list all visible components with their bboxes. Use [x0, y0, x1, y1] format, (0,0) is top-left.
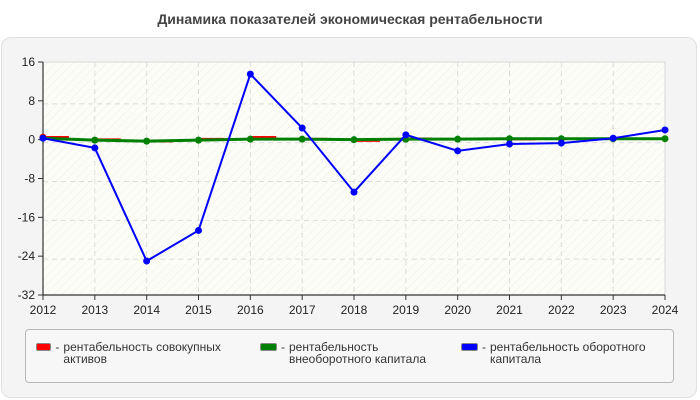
x-tick-label: 2018: [341, 303, 368, 317]
legend-item-noncurrent-capital: - рентабельность внеоборотного капитала: [260, 341, 440, 365]
x-tick-label: 2024: [652, 303, 679, 317]
y-tick-label: 16: [22, 55, 36, 69]
x-tick-label: 2017: [289, 303, 316, 317]
legend-label: рентабельность совокупных активов: [63, 340, 221, 366]
x-tick-label: 2016: [237, 303, 264, 317]
y-tick-label: -32: [18, 288, 36, 302]
data-point: [298, 124, 306, 132]
data-point: [454, 135, 462, 143]
legend-label: рентабельность оборотного капитала: [490, 340, 646, 366]
data-point: [609, 134, 617, 142]
data-point: [246, 70, 254, 78]
data-point: [91, 144, 99, 152]
x-tick-label: 2023: [600, 303, 627, 317]
legend-swatch-red: [36, 343, 52, 351]
legend-dash: -: [281, 340, 285, 354]
legend: - рентабельность совокупных активов - ре…: [25, 329, 674, 383]
legend-dash: -: [482, 340, 486, 354]
legend-dash: -: [55, 340, 60, 354]
data-point: [557, 139, 565, 147]
data-point: [506, 135, 513, 143]
x-tick-label: 2020: [444, 303, 471, 317]
x-tick-label: 2022: [548, 303, 575, 317]
x-tick-label: 2021: [496, 303, 523, 317]
x-tick-label: 2012: [30, 303, 57, 317]
data-point: [506, 140, 513, 148]
legend-item-current-capital: - рентабельность оборотного капитала: [461, 341, 671, 365]
series-lines: [39, 70, 669, 265]
legend-swatch-green: [260, 343, 277, 351]
x-tick-label: 2019: [392, 303, 419, 317]
x-tick-label: 2014: [133, 303, 160, 317]
series-2: [39, 70, 669, 265]
data-point: [350, 136, 358, 144]
data-point: [195, 226, 202, 234]
data-point: [661, 135, 669, 143]
data-point: [298, 135, 306, 143]
data-point: [195, 136, 202, 144]
data-point: [143, 257, 151, 265]
x-tick-label: 2015: [185, 303, 212, 317]
data-point: [91, 136, 99, 144]
y-tick-label: -24: [18, 249, 36, 263]
x-tick-label: 2013: [81, 303, 108, 317]
data-point: [246, 135, 254, 143]
data-point: [350, 188, 358, 196]
data-point: [402, 131, 410, 139]
y-tick-label: -8: [24, 172, 35, 186]
legend-label: рентабельность внеоборотного капитала: [289, 340, 426, 366]
legend-swatch-blue: [461, 343, 478, 351]
data-point: [454, 147, 462, 155]
y-tick-label: 8: [28, 94, 35, 108]
y-tick-label: 0: [28, 133, 35, 147]
data-point: [661, 126, 669, 134]
data-point: [143, 137, 151, 145]
chart-title: Динамика показателей экономическая рента…: [157, 11, 543, 27]
y-tick-label: -16: [18, 210, 36, 224]
data-point: [39, 134, 47, 142]
legend-item-total-assets: - рентабельность совокупных активов: [36, 341, 246, 365]
